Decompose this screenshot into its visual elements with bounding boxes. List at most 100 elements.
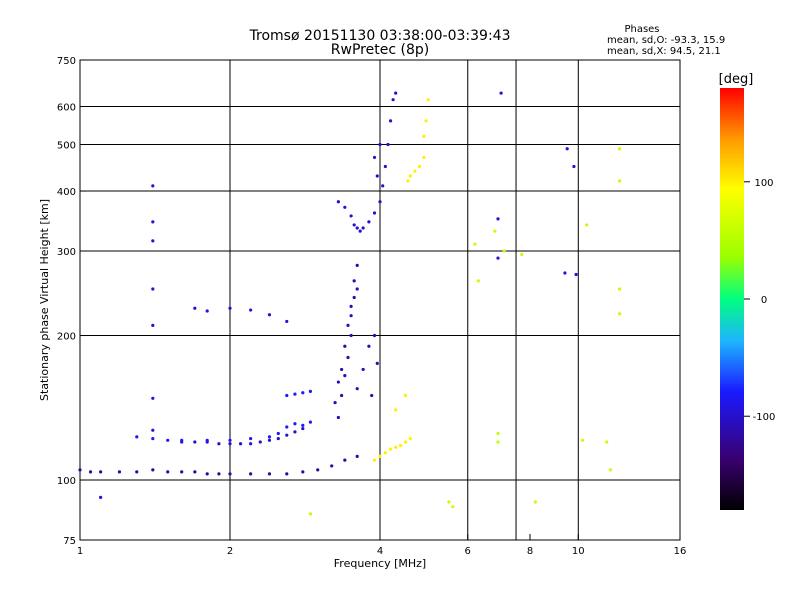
data-point bbox=[447, 500, 451, 504]
data-point bbox=[355, 387, 359, 391]
y-tick-label: 750 bbox=[57, 56, 76, 67]
data-point bbox=[605, 440, 609, 444]
y-axis-label: Stationary phase Virtual Height [km] bbox=[38, 199, 51, 401]
stats-line-x: mean, sd,X: 94.5, 21.1 bbox=[607, 46, 721, 57]
data-point bbox=[267, 435, 272, 439]
data-point bbox=[403, 393, 408, 398]
data-point bbox=[193, 306, 197, 310]
data-point bbox=[399, 443, 403, 448]
data-point bbox=[349, 333, 353, 338]
data-point bbox=[580, 438, 585, 442]
data-point bbox=[367, 220, 371, 224]
data-point bbox=[361, 226, 365, 230]
data-point bbox=[502, 249, 506, 253]
data-point bbox=[285, 393, 289, 398]
data-point bbox=[217, 442, 221, 446]
data-point bbox=[451, 505, 455, 509]
data-point bbox=[496, 256, 500, 260]
data-point bbox=[340, 367, 344, 372]
x-tick-label: 4 bbox=[377, 546, 383, 557]
data-point bbox=[346, 355, 350, 360]
data-point bbox=[574, 272, 578, 277]
data-point bbox=[408, 174, 412, 178]
data-point bbox=[355, 287, 359, 291]
data-point bbox=[293, 430, 297, 434]
x-axis: 1 2 4 6 8 10 16 bbox=[77, 534, 687, 557]
data-point bbox=[361, 367, 365, 372]
data-point bbox=[301, 423, 305, 427]
data-point bbox=[285, 472, 289, 476]
data-point bbox=[394, 91, 398, 95]
data-point bbox=[617, 312, 622, 316]
data-point bbox=[285, 433, 289, 437]
data-point bbox=[249, 442, 253, 446]
x-tick-label: 16 bbox=[674, 546, 687, 557]
data-point bbox=[352, 223, 356, 227]
data-point bbox=[343, 458, 347, 462]
data-point bbox=[330, 464, 334, 468]
data-point bbox=[383, 164, 387, 169]
data-point bbox=[386, 142, 390, 147]
data-point bbox=[355, 263, 359, 267]
data-point bbox=[340, 393, 344, 398]
chart-subtitle: RwPretec (8p) bbox=[331, 42, 429, 58]
data-point bbox=[117, 470, 122, 474]
data-point bbox=[352, 295, 356, 300]
data-point bbox=[301, 391, 305, 395]
data-point bbox=[249, 472, 253, 476]
data-point bbox=[493, 229, 497, 233]
data-point bbox=[375, 361, 379, 365]
data-point bbox=[99, 470, 103, 474]
data-point bbox=[193, 440, 197, 444]
data-point bbox=[308, 420, 313, 424]
data-point bbox=[166, 438, 170, 442]
data-point bbox=[293, 392, 297, 396]
y-tick-label: 600 bbox=[57, 103, 76, 114]
x-axis-label: Frequency [MHz] bbox=[334, 557, 426, 570]
data-point bbox=[378, 142, 382, 147]
y-tick-label: 200 bbox=[57, 332, 76, 343]
data-point bbox=[426, 98, 430, 102]
data-point bbox=[151, 239, 155, 243]
data-point bbox=[406, 179, 410, 183]
data-point bbox=[336, 415, 340, 420]
data-point bbox=[78, 468, 82, 472]
data-points bbox=[78, 91, 622, 516]
data-point bbox=[355, 226, 359, 230]
colorbar-tick-label: 0 bbox=[761, 295, 767, 306]
data-point bbox=[617, 147, 622, 151]
data-point bbox=[205, 438, 209, 442]
data-point bbox=[608, 468, 613, 472]
data-point bbox=[617, 179, 622, 183]
data-point bbox=[496, 440, 500, 444]
data-point bbox=[99, 495, 103, 500]
data-point bbox=[413, 169, 417, 173]
data-point bbox=[267, 472, 272, 476]
data-point bbox=[343, 374, 347, 378]
data-point bbox=[496, 431, 500, 436]
stats-heading: Phases bbox=[624, 24, 659, 35]
data-point bbox=[228, 306, 232, 310]
colorbar: [deg] 100 0 -100 bbox=[719, 72, 775, 510]
data-point bbox=[308, 512, 313, 516]
x-tick-label: 6 bbox=[465, 546, 471, 557]
data-point bbox=[476, 279, 480, 283]
data-point bbox=[180, 438, 184, 442]
data-point bbox=[533, 500, 537, 504]
data-point bbox=[391, 98, 395, 102]
data-point bbox=[336, 200, 340, 204]
data-point bbox=[617, 287, 622, 291]
data-point bbox=[563, 271, 567, 275]
data-point bbox=[301, 426, 305, 431]
x-tick-label: 10 bbox=[572, 546, 585, 557]
data-point bbox=[205, 472, 209, 476]
x-tick-label: 1 bbox=[77, 546, 83, 557]
data-point bbox=[228, 442, 232, 446]
data-point bbox=[285, 425, 289, 429]
data-point bbox=[372, 458, 377, 462]
data-point bbox=[372, 333, 377, 338]
stats-line-o: mean, sd,O: -93.3, 15.9 bbox=[607, 35, 725, 46]
data-point bbox=[151, 287, 155, 291]
data-point bbox=[372, 211, 377, 215]
